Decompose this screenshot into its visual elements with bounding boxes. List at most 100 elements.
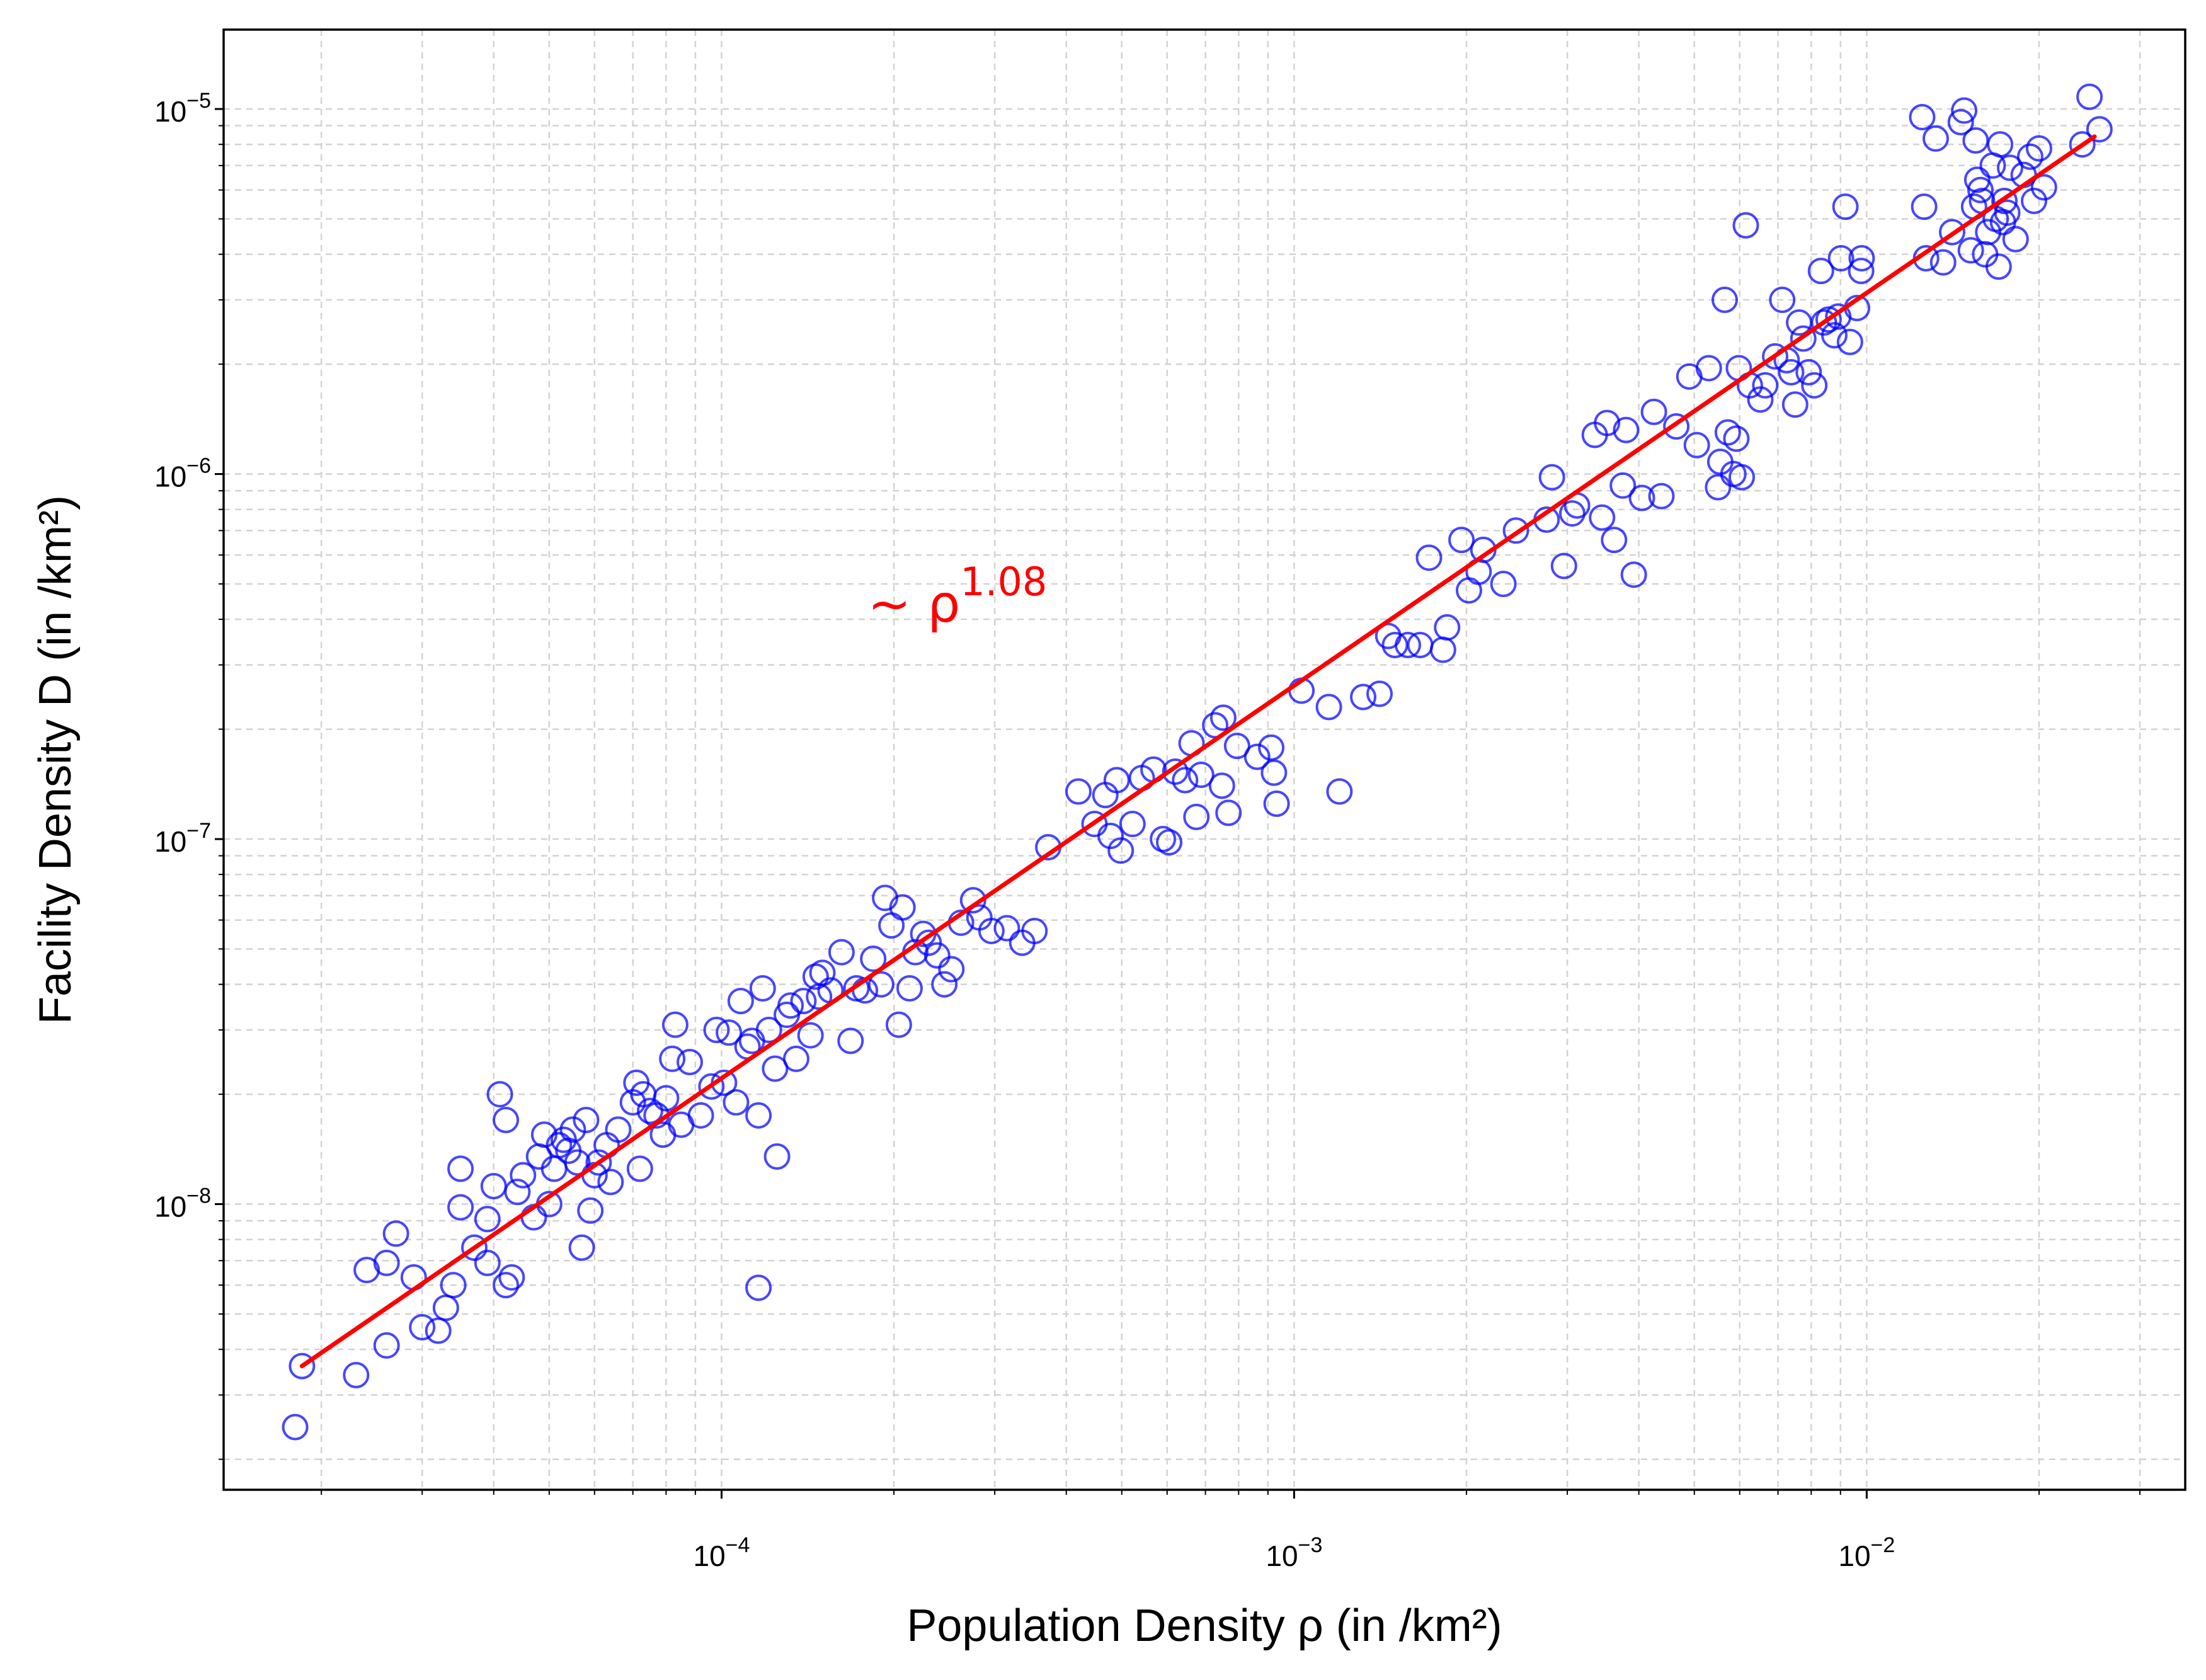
data-point [1119,811,1146,838]
data-point [860,946,887,973]
x-tick-label: 10−4 [694,1533,750,1572]
fit-line [299,134,2097,1369]
data-point [1781,391,1809,418]
data-point [382,1220,409,1247]
data-point [2016,143,2043,170]
data-point [1258,734,1285,761]
data-point [1448,527,1475,554]
data-point [1705,474,1732,501]
data-point [1723,425,1750,452]
data-point [1065,778,1092,805]
data-point [1769,287,1796,314]
data-point [837,1027,864,1054]
data-point [2069,131,2096,158]
data-point [447,1155,474,1182]
data-point [1350,683,1377,711]
data-point [1223,733,1250,760]
data-point [889,894,916,921]
data-point [1434,614,1461,641]
data-point [978,917,1005,944]
data-point [1848,258,1875,285]
data-point [2002,226,2029,253]
data-point [498,1264,525,1291]
data-point [559,1116,586,1143]
data-point [1208,772,1235,799]
y-tick-label: 10−8 [154,1184,211,1223]
data-point [493,1106,520,1133]
data-point [828,939,855,966]
data-point [493,1272,520,1299]
data-point [993,915,1020,942]
data-point [1107,837,1134,864]
data-point [1752,372,1779,399]
data-point [1183,803,1210,830]
data-point [1648,483,1675,510]
data-point [1790,325,1817,352]
data-point [1550,552,1577,580]
data-point [1538,464,1565,491]
data-point [1315,694,1342,721]
data-point [1820,322,1848,349]
data-point [343,1362,370,1389]
data-point [1975,219,2002,246]
x-tick-label: 10−3 [1266,1533,1322,1572]
data-point [885,1011,912,1038]
data-point [1762,343,1789,370]
data-point [373,1249,400,1276]
data-point [677,1049,704,1076]
x-axis-label: Population Density ρ (in /km²) [906,1601,1502,1651]
data-point [1594,409,1621,437]
data-point [605,1116,632,1143]
data-point [755,1017,782,1044]
data-point [938,956,965,983]
data-point [763,1143,791,1170]
data-point [659,1045,686,1072]
data-point [1909,103,1936,130]
data-point [1097,823,1124,850]
scatter-points [282,83,2113,1441]
data-point [1951,97,1978,124]
data-point [745,1274,772,1301]
plot-frame [222,28,2186,1491]
data-point [1967,176,1994,203]
data-point [585,1149,612,1176]
data-point [1172,767,1199,794]
data-point [474,1206,501,1233]
data-point [896,975,923,1002]
data-point [504,1179,531,1206]
data-point [1620,561,1647,588]
data-point [1156,829,1183,856]
data-point [1215,799,1242,826]
data-point [1732,212,1759,239]
data-point [1260,759,1288,786]
data-point [2020,187,2047,214]
fit-annotation-prefix: ∼ ρ [868,574,961,634]
data-point [1848,245,1875,272]
data-point [447,1194,474,1221]
data-point [1747,386,1774,413]
y-tick-label: 10−5 [154,89,211,128]
data-point [1640,398,1667,425]
data-point [353,1257,380,1284]
data-point [762,1055,789,1082]
data-point [661,1011,689,1038]
data-point [1103,767,1130,794]
data-point [1683,431,1710,459]
data-point [460,1234,488,1261]
data-point [1929,249,1957,276]
data-point [1589,504,1616,531]
data-point [474,1249,501,1276]
data-point [289,1352,316,1380]
x-tick-label: 10−2 [1838,1533,1895,1572]
data-point [573,1106,600,1133]
data-point [1714,419,1741,446]
data-point [1243,743,1271,770]
data-point [1985,253,2012,280]
data-point [698,1073,725,1100]
fit-annotation-exponent: 1.08 [960,559,1047,605]
data-point [1795,358,1822,386]
ticks: 10−4 10−3 10−2 10−8 10−7 10−6 10−5 [154,89,2141,1572]
data-point [723,1089,750,1116]
data-point [1827,245,1855,272]
data-point [703,1017,730,1044]
